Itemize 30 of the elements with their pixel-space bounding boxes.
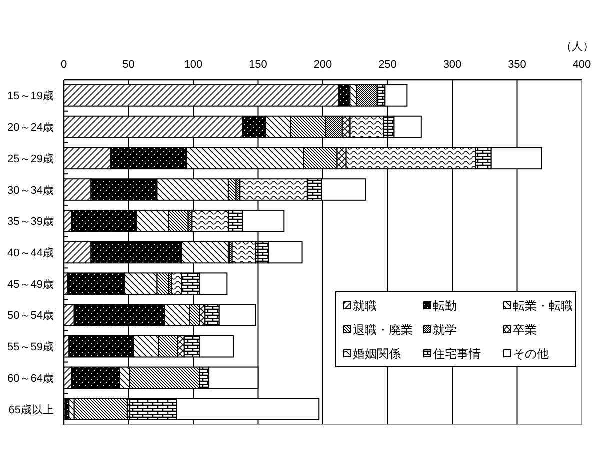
x-tick-label: 350 bbox=[508, 59, 526, 71]
y-tick-label: 60～64歳 bbox=[8, 372, 54, 385]
y-tick-label: 40～44歳 bbox=[8, 246, 54, 260]
legend-label: 転勤 bbox=[433, 299, 457, 313]
legend-label: 婚姻関係 bbox=[353, 347, 401, 361]
legend-label: 退職・廃業 bbox=[353, 323, 413, 337]
x-tick-label: 300 bbox=[443, 59, 462, 71]
x-tick-label: 250 bbox=[378, 59, 397, 71]
y-tick-label: 25～29歳 bbox=[8, 152, 54, 166]
y-tick-label: 45～49歳 bbox=[8, 278, 54, 291]
x-tick-label: 50 bbox=[122, 59, 135, 71]
x-tick-label: 400 bbox=[572, 59, 592, 71]
y-tick-label: 35～39歳 bbox=[8, 215, 54, 228]
x-tick-label: 200 bbox=[314, 59, 332, 71]
y-tick-label: 50～54歳 bbox=[8, 309, 54, 322]
legend-label: 住宅事情 bbox=[432, 347, 481, 361]
x-tick-label: 150 bbox=[249, 59, 268, 71]
y-tick-label: 30～34歳 bbox=[8, 184, 54, 197]
legend-label: 卒業 bbox=[513, 323, 537, 337]
x-tick-label: 100 bbox=[184, 59, 203, 71]
y-tick-label: 15～19歳 bbox=[8, 90, 54, 103]
x-axis-title: （人） bbox=[561, 41, 594, 53]
legend-label: その他 bbox=[513, 347, 549, 361]
y-tick-label: 20～24歳 bbox=[8, 121, 54, 134]
y-tick-label: 55～59歳 bbox=[8, 340, 54, 354]
legend-label: 就学 bbox=[433, 323, 457, 337]
legend-label: 転業・転職 bbox=[513, 299, 573, 313]
legend-label: 就職 bbox=[353, 299, 377, 313]
y-tick-label: 65歳以上 bbox=[8, 403, 54, 416]
x-tick-label: 0 bbox=[60, 59, 68, 71]
